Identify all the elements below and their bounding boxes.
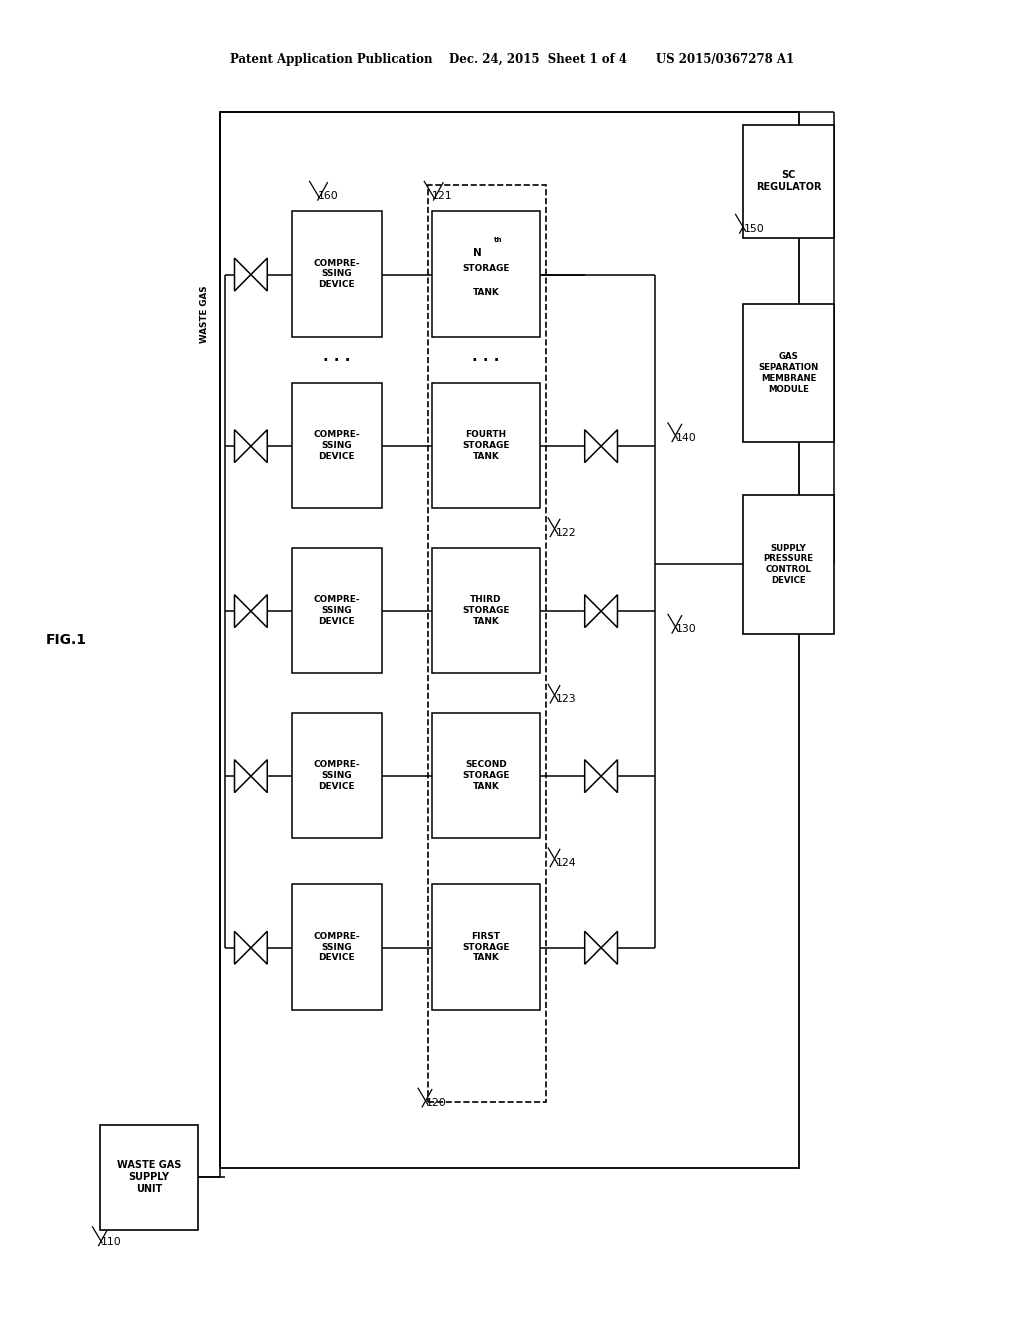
Polygon shape [585, 430, 601, 462]
Bar [292, 713, 382, 838]
Text: 110: 110 [100, 1237, 121, 1247]
Bar [292, 548, 382, 673]
Text: COMPRE-
SSING
DEVICE: COMPRE- SSING DEVICE [313, 430, 360, 461]
Text: FIRST
STORAGE
TANK: FIRST STORAGE TANK [462, 932, 510, 962]
Text: FIG.1: FIG.1 [46, 634, 87, 647]
Text: N: N [473, 248, 482, 257]
Polygon shape [234, 259, 251, 290]
Polygon shape [585, 595, 601, 627]
Bar [432, 713, 540, 838]
Bar [432, 548, 540, 673]
Bar [743, 125, 834, 238]
Text: 140: 140 [676, 433, 696, 444]
Text: SECOND
STORAGE
TANK: SECOND STORAGE TANK [462, 760, 510, 791]
Polygon shape [251, 760, 267, 792]
Text: COMPRE-
SSING
DEVICE: COMPRE- SSING DEVICE [313, 259, 360, 289]
Text: TANK: TANK [472, 288, 500, 297]
Polygon shape [601, 430, 617, 462]
Bar [292, 383, 382, 508]
Bar [100, 1125, 198, 1230]
Text: GAS
SEPARATION
MEMBRANE
MODULE: GAS SEPARATION MEMBRANE MODULE [759, 352, 818, 393]
Text: th: th [494, 236, 503, 243]
Polygon shape [251, 595, 267, 627]
Polygon shape [251, 932, 267, 964]
Text: 160: 160 [317, 191, 338, 202]
Text: 121: 121 [432, 191, 453, 202]
Polygon shape [585, 760, 601, 792]
Polygon shape [585, 932, 601, 964]
Polygon shape [234, 595, 251, 627]
Polygon shape [601, 932, 617, 964]
Polygon shape [234, 430, 251, 462]
Polygon shape [601, 760, 617, 792]
Bar [432, 383, 540, 508]
Bar [292, 884, 382, 1010]
Text: 122: 122 [556, 528, 577, 539]
Polygon shape [601, 595, 617, 627]
Text: · · ·: · · · [472, 352, 500, 368]
Polygon shape [251, 259, 267, 290]
Text: 130: 130 [676, 624, 696, 635]
Text: 123: 123 [556, 694, 577, 705]
Bar [220, 112, 799, 1168]
Bar [432, 884, 540, 1010]
Text: SUPPLY
PRESSURE
CONTROL
DEVICE: SUPPLY PRESSURE CONTROL DEVICE [764, 544, 813, 585]
Bar [432, 211, 540, 337]
Bar [292, 211, 382, 337]
Polygon shape [234, 932, 251, 964]
Text: 120: 120 [426, 1098, 446, 1109]
Bar [743, 495, 834, 634]
Text: FOURTH
STORAGE
TANK: FOURTH STORAGE TANK [462, 430, 510, 461]
Text: COMPRE-
SSING
DEVICE: COMPRE- SSING DEVICE [313, 595, 360, 626]
Polygon shape [234, 760, 251, 792]
Text: 150: 150 [743, 224, 764, 235]
Bar [428, 185, 546, 1102]
Text: COMPRE-
SSING
DEVICE: COMPRE- SSING DEVICE [313, 760, 360, 791]
Text: THIRD
STORAGE
TANK: THIRD STORAGE TANK [462, 595, 510, 626]
Text: Patent Application Publication    Dec. 24, 2015  Sheet 1 of 4       US 2015/0367: Patent Application Publication Dec. 24, … [230, 53, 794, 66]
Text: SC
REGULATOR: SC REGULATOR [756, 170, 821, 193]
Text: WASTE GAS: WASTE GAS [201, 285, 209, 343]
Text: STORAGE: STORAGE [462, 264, 510, 273]
Text: COMPRE-
SSING
DEVICE: COMPRE- SSING DEVICE [313, 932, 360, 962]
Text: · · ·: · · · [324, 352, 350, 368]
Text: 124: 124 [556, 858, 577, 869]
Bar [743, 304, 834, 442]
Polygon shape [251, 430, 267, 462]
Text: WASTE GAS
SUPPLY
UNIT: WASTE GAS SUPPLY UNIT [117, 1160, 181, 1195]
